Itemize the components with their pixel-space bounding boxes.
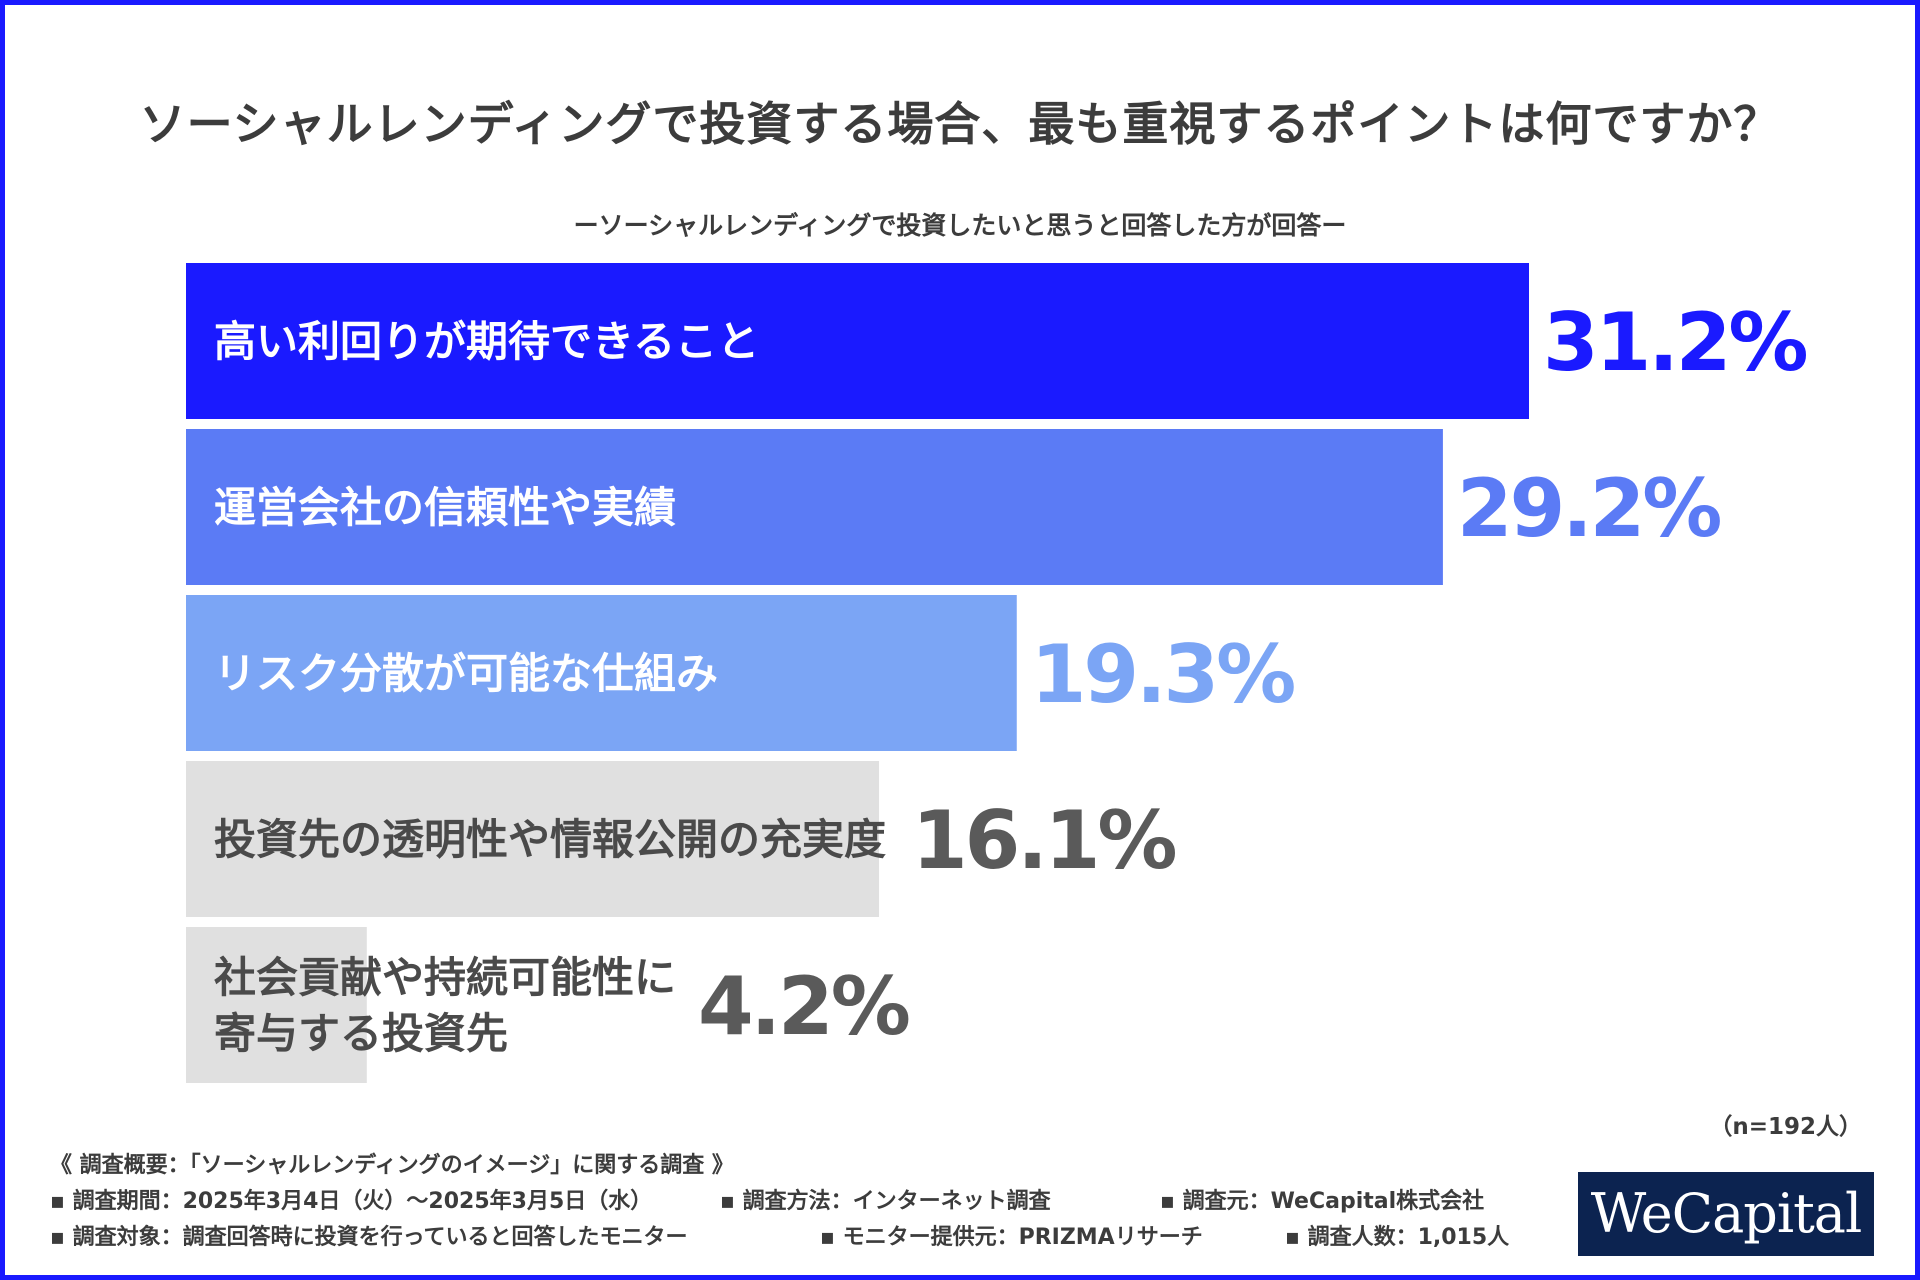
bar-5: [186, 927, 367, 1083]
survey-provider: ▪ モニター提供元：PRIZMAリサーチ: [820, 1225, 1203, 1250]
sample-size: （n=192人）: [1709, 1114, 1862, 1140]
survey-count: ▪ 調査人数：1,015人: [1285, 1225, 1510, 1250]
bar-3: [186, 595, 1017, 751]
bar-4: [186, 761, 880, 917]
bar-value-3: 19.3%: [1031, 628, 1294, 721]
bar-2: [186, 429, 1443, 585]
bar-value-1: 31.2%: [1543, 296, 1806, 389]
bar-value-5: 4.2%: [698, 960, 909, 1053]
survey-organizer: ▪ 調査元：WeCapital株式会社: [1160, 1189, 1485, 1214]
survey-period: ▪ 調査期間：2025年3月4日（火）〜2025年3月5日（水）: [50, 1189, 653, 1214]
bar-label-3: リスク分散が可能な仕組み: [214, 649, 718, 698]
bar-label-2: 運営会社の信頼性や実績: [214, 483, 676, 532]
chart-subtitle: ーソーシャルレンディングで投資したいと思うと回答した方が回答ー: [573, 211, 1347, 240]
survey-heading: 《 調査概要：「ソーシャルレンディングのイメージ」に関する調査 》: [50, 1153, 734, 1178]
survey-method: ▪ 調査方法：インターネット調査: [720, 1189, 1051, 1214]
bar-label-5: 社会貢献や持続可能性に寄与する投資先: [214, 953, 676, 1058]
bar-label-1: 高い利回りが期待できること: [214, 317, 759, 366]
bar-value-2: 29.2%: [1457, 462, 1720, 555]
bar-label-4: 投資先の透明性や情報公開の充実度: [214, 815, 886, 864]
survey-target: ▪ 調査対象：調査回答時に投資を行っていると回答したモニター: [50, 1225, 688, 1250]
wecapital-logo: WeCapital: [1578, 1172, 1874, 1256]
bar-value-4: 16.1%: [912, 794, 1175, 887]
bar-chart: 高い利回りが期待できること 31.2% 運営会社の信頼性や実績 29.2% リスク分散が…: [186, 263, 1809, 1083]
bar-1: [186, 263, 1529, 419]
chart-title: ソーシャルレンディングで投資する場合、最も重視するポイントは何ですか？: [139, 97, 1781, 151]
